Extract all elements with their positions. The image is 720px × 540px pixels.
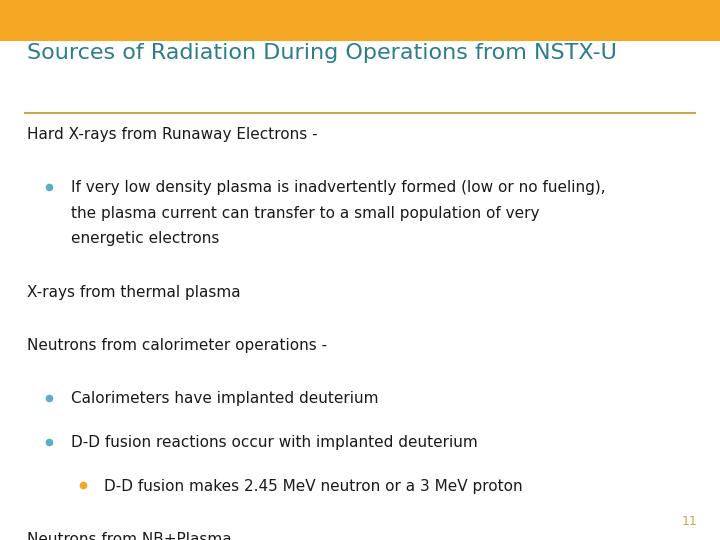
Text: Calorimeters have implanted deuterium: Calorimeters have implanted deuterium bbox=[71, 392, 378, 407]
Text: If very low density plasma is inadvertently formed (low or no fueling),: If very low density plasma is inadverten… bbox=[71, 180, 606, 195]
Text: the plasma current can transfer to a small population of very: the plasma current can transfer to a sma… bbox=[71, 206, 539, 221]
Text: 11: 11 bbox=[681, 515, 697, 528]
Text: Neutrons from calorimeter operations -: Neutrons from calorimeter operations - bbox=[27, 338, 328, 353]
Text: Neutrons from NB+Plasma: Neutrons from NB+Plasma bbox=[27, 532, 232, 540]
Text: D-D fusion reactions occur with implanted deuterium: D-D fusion reactions occur with implante… bbox=[71, 435, 477, 450]
Text: Sources of Radiation During Operations from NSTX-U: Sources of Radiation During Operations f… bbox=[27, 43, 617, 63]
Text: D-D fusion makes 2.45 MeV neutron or a 3 MeV proton: D-D fusion makes 2.45 MeV neutron or a 3… bbox=[104, 479, 523, 494]
Text: X-rays from thermal plasma: X-rays from thermal plasma bbox=[27, 285, 241, 300]
Text: energetic electrons: energetic electrons bbox=[71, 231, 219, 246]
Text: Hard X-rays from Runaway Electrons -: Hard X-rays from Runaway Electrons - bbox=[27, 127, 318, 142]
Bar bbox=[0, 0, 720, 40]
